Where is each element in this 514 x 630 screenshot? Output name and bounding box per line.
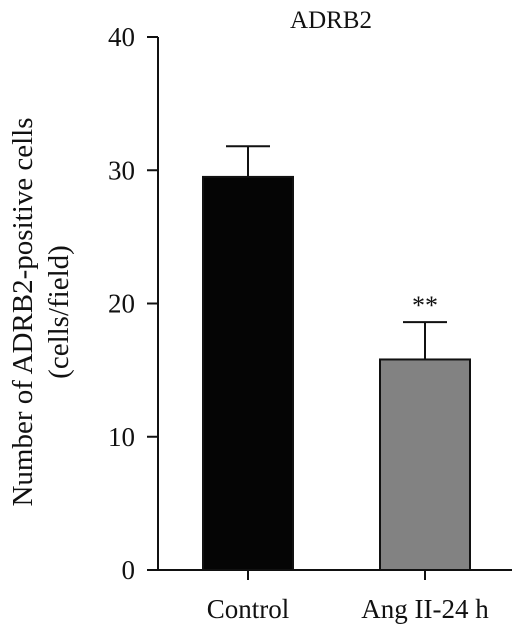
x-tick-label-1: Ang II-24 h xyxy=(361,594,489,624)
bars-layer xyxy=(202,175,471,571)
significance-annotation-1: ** xyxy=(412,291,438,320)
y-tick-label-0: 0 xyxy=(122,555,136,585)
x-axis-ticks-layer: Control Ang II-24 h xyxy=(207,570,489,624)
x-tick-label-0: Control xyxy=(207,594,290,624)
bar-0 xyxy=(202,175,294,571)
y-axis-label-line-2: (cells/field) xyxy=(43,245,75,379)
chart-title: ADRB2 xyxy=(290,7,372,34)
y-axis-label-line-1: Number of ADRB2-positive cells xyxy=(7,117,39,506)
annotations-layer: ** xyxy=(412,291,438,320)
y-tick-label-4: 40 xyxy=(108,22,135,52)
y-axis-ticks-layer: 0 10 20 30 40 xyxy=(108,22,158,585)
error-bars-layer xyxy=(226,145,447,360)
y-tick-label-1: 10 xyxy=(108,422,135,452)
y-tick-label-3: 30 xyxy=(108,155,135,185)
bar-1 xyxy=(379,358,471,571)
y-tick-label-2: 20 xyxy=(108,289,135,319)
y-axis-label-group: Number of ADRB2-positive cells (cells/fi… xyxy=(7,117,75,506)
